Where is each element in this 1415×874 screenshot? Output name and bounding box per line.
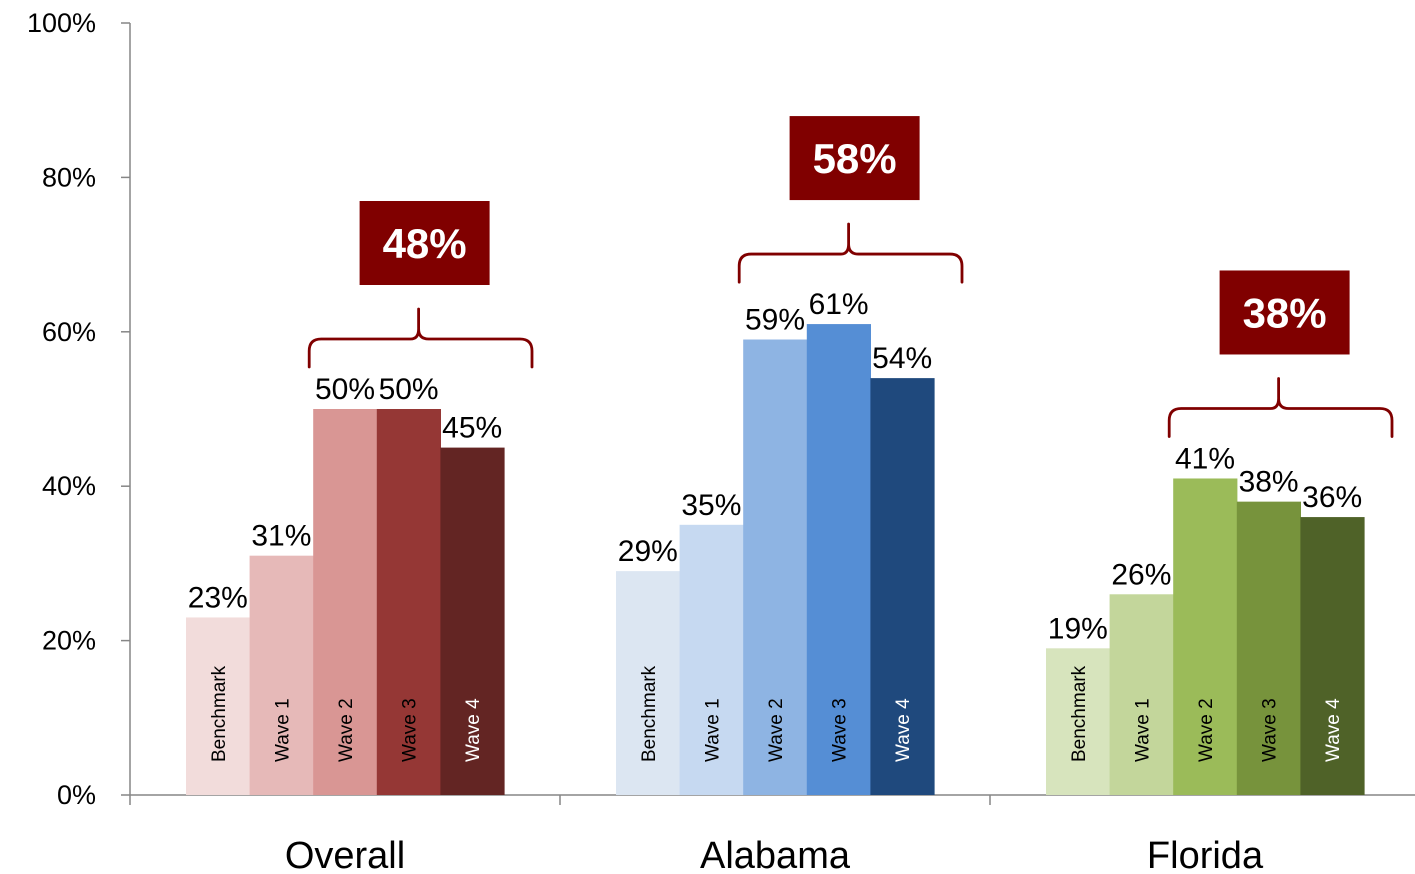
bar-series-label: Wave 2	[336, 698, 357, 762]
bar-florida-2	[1173, 478, 1238, 795]
y-tick-label: 40%	[42, 471, 96, 501]
data-label: 23%	[188, 581, 248, 614]
data-label: 29%	[618, 535, 678, 568]
callout-box	[1219, 270, 1350, 355]
bar-series-label: Wave 4	[1323, 698, 1344, 762]
labels: 23% Benchmark 31% Wave 1 50% Wave 2 50% Wave 3 4…	[188, 288, 1362, 874]
callout-box	[789, 116, 920, 201]
bar-florida-0	[1046, 648, 1111, 795]
bar-overall-3	[376, 409, 441, 795]
callouts: 48% 58% 38%	[307, 116, 1394, 438]
callout-brace	[307, 307, 534, 369]
bar-series-label: Wave 2	[766, 698, 787, 762]
callout-brace	[737, 222, 964, 284]
data-label: 36%	[1302, 481, 1362, 514]
bar-series-label: Wave 1	[702, 698, 723, 762]
callout-value: 48%	[383, 220, 467, 267]
y-tick-label: 0%	[57, 780, 96, 810]
bar-series-label: Wave 2	[1196, 698, 1217, 762]
bar-florida-4	[1300, 517, 1365, 795]
y-tick-label: 80%	[42, 162, 96, 192]
bar-series-label: Wave 3	[1260, 698, 1281, 762]
category-label: Overall	[285, 835, 405, 874]
bar-series-label: Wave 4	[893, 698, 914, 762]
data-label: 54%	[872, 342, 932, 375]
bar-alabama-2	[743, 339, 808, 795]
data-label: 59%	[745, 304, 805, 337]
bar-alabama-3	[806, 324, 871, 795]
callout-box	[359, 201, 490, 285]
category-label: Alabama	[700, 835, 851, 874]
data-label: 38%	[1239, 466, 1299, 499]
data-label: 26%	[1111, 558, 1171, 591]
y-tick-label: 60%	[42, 317, 96, 347]
y-tick-label: 100%	[27, 8, 96, 38]
bar-overall-2	[313, 409, 378, 795]
data-label: 61%	[809, 288, 869, 321]
axes: 0% 20% 40% 60% 80% 100%	[27, 8, 1415, 810]
bar-series-label: Benchmark	[1069, 665, 1090, 762]
bar-series-label: Benchmark	[209, 665, 230, 762]
bar-alabama-4	[870, 378, 935, 795]
bar-series-label: Wave 4	[463, 698, 484, 762]
bar-series-label: Wave 1	[272, 698, 293, 762]
bar-overall-1	[249, 555, 314, 795]
data-label: 41%	[1175, 442, 1235, 475]
bar-florida-1	[1109, 594, 1174, 795]
data-label: 50%	[315, 373, 375, 406]
bar-florida-3	[1236, 501, 1301, 795]
bar-alabama-0	[616, 571, 681, 795]
data-label: 31%	[251, 520, 311, 553]
data-label: 45%	[442, 412, 502, 445]
bar-overall-0	[186, 617, 251, 795]
bar-series-label: Wave 1	[1132, 698, 1153, 762]
data-label: 19%	[1048, 612, 1108, 645]
category-label: Florida	[1147, 835, 1264, 874]
callout-value: 38%	[1243, 289, 1327, 336]
bar-overall-4	[440, 447, 505, 795]
bar-series-label: Benchmark	[639, 665, 660, 762]
bar-alabama-1	[679, 524, 744, 795]
callout-brace	[1167, 377, 1394, 438]
callout-value: 58%	[813, 135, 897, 182]
y-tick-label: 20%	[42, 626, 96, 656]
data-label: 35%	[681, 489, 741, 522]
bar-series-label: Wave 3	[400, 698, 421, 762]
bars	[186, 324, 1365, 795]
data-label: 50%	[379, 373, 439, 406]
bar-series-label: Wave 3	[830, 698, 851, 762]
